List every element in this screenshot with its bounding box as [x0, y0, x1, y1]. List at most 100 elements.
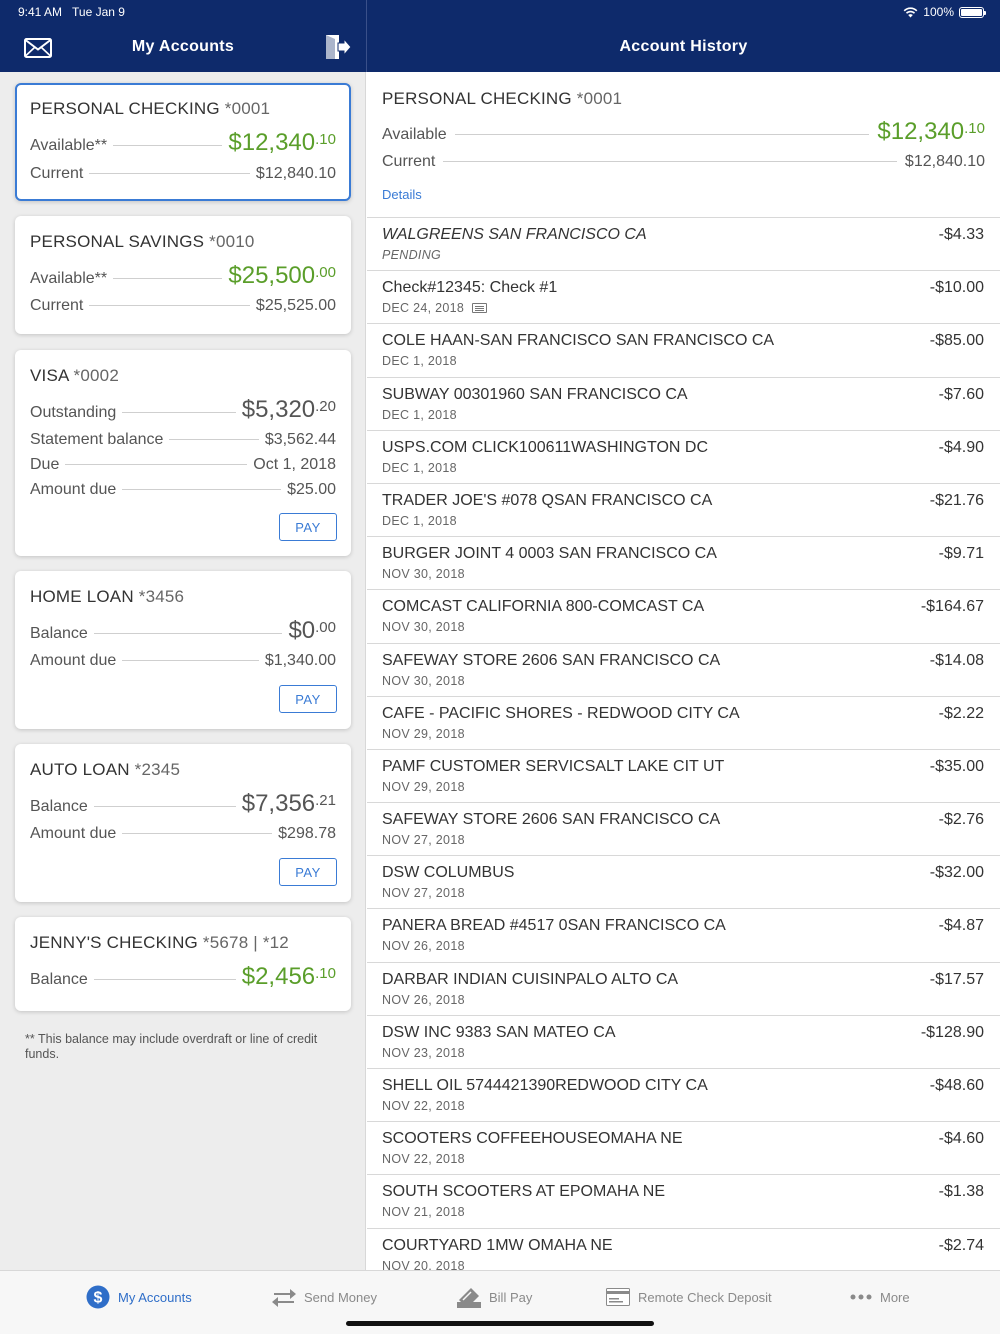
- transaction-amount: -$17.57: [929, 970, 984, 988]
- transaction-row[interactable]: SAFEWAY STORE 2606 SAN FRANCISCO CA NOV 2…: [367, 803, 1000, 857]
- transaction-row[interactable]: COMCAST CALIFORNIA 800-COMCAST CA NOV 30,…: [367, 590, 1000, 644]
- balance: $2,456.10: [241, 963, 336, 990]
- top-bar: 9:41 AM Tue Jan 9 100% My Accounts Accou…: [0, 0, 1000, 72]
- transaction-description: WALGREENS SAN FRANCISCO CA: [382, 226, 647, 243]
- history-current-balance: $12,840.10: [904, 153, 985, 170]
- amount-due-row: Amount due $25.00: [30, 481, 336, 498]
- transaction-description: DSW INC 9383 SAN MATEO CA: [382, 1023, 616, 1041]
- transaction-list: WALGREENS SAN FRANCISCO CA PENDING -$4.33 C…: [367, 217, 1000, 1270]
- transaction-row[interactable]: DSW INC 9383 SAN MATEO CA NOV 23, 2018 -$1…: [367, 1016, 1000, 1069]
- logout-icon[interactable]: [324, 34, 352, 60]
- tab-remote-check-deposit[interactable]: Remote Check Deposit: [606, 1284, 772, 1310]
- account-card-home-loan[interactable]: HOME LOAN *3456 Balance $0.00 Amount due…: [15, 571, 351, 729]
- details-link[interactable]: Details: [382, 187, 422, 202]
- svg-text:$: $: [94, 1290, 103, 1307]
- accounts-list: PERSONAL CHECKING *0001 Available** $12,…: [0, 72, 366, 1270]
- transaction-row[interactable]: BURGER JOINT 4 0003 SAN FRANCISCO CA NOV …: [367, 537, 1000, 591]
- account-history-title: Account History: [619, 38, 748, 55]
- tab-bill-pay[interactable]: Bill Pay: [457, 1284, 532, 1310]
- pay-button-visa[interactable]: PAY: [279, 513, 337, 541]
- transaction-row[interactable]: COURTYARD 1MW OMAHA NE NOV 20, 2018 -$2.74: [367, 1229, 1000, 1270]
- tab-my-accounts[interactable]: $ My Accounts: [86, 1284, 192, 1310]
- transaction-row[interactable]: SUBWAY 00301960 SAN FRANCISCO CA DEC 1, 2…: [367, 378, 1000, 431]
- transaction-date: NOV 30, 2018: [382, 673, 465, 688]
- balance: $7,356.21: [241, 790, 336, 817]
- transaction-amount: -$14.08: [929, 651, 984, 669]
- envelope-icon[interactable]: [24, 38, 52, 58]
- my-accounts-title: My Accounts: [131, 38, 235, 55]
- account-card-auto-loan[interactable]: AUTO LOAN *2345 Balance $7,356.21 Amount…: [15, 744, 351, 902]
- transaction-row[interactable]: PANERA BREAD #4517 0SAN FRANCISCO CA NOV …: [367, 909, 1000, 963]
- history-account-title: PERSONAL CHECKING *0001: [382, 89, 623, 108]
- current-row: Current $12,840.10: [30, 165, 336, 182]
- transaction-row[interactable]: SAFEWAY STORE 2606 SAN FRANCISCO CA NOV 3…: [367, 644, 1000, 697]
- transaction-description: SCOOTERS COFFEEHOUSEOMAHA NE: [382, 1130, 683, 1148]
- available-balance: $25,500.00: [228, 262, 336, 289]
- transaction-date: NOV 30, 2018: [382, 567, 465, 582]
- battery-level: [961, 8, 982, 16]
- transaction-date: DEC 1, 2018: [382, 460, 457, 475]
- current-balance: $25,525.00: [255, 297, 336, 314]
- transaction-date: NOV 22, 2018: [382, 1152, 465, 1167]
- transaction-row[interactable]: SCOOTERS COFFEEHOUSEOMAHA NE NOV 22, 2018…: [367, 1122, 1000, 1176]
- battery-percent: 100%: [923, 5, 954, 19]
- account-title: VISA *0002: [30, 366, 119, 385]
- transaction-row[interactable]: COLE HAAN-SAN FRANCISCO SAN FRANCISCO CA…: [367, 324, 1000, 378]
- account-title: PERSONAL CHECKING *0001: [30, 99, 271, 118]
- transaction-row[interactable]: PAMF CUSTOMER SERVICSALT LAKE CIT UT NOV …: [367, 750, 1000, 804]
- transaction-row[interactable]: SOUTH SCOOTERS AT EPOMAHA NE NOV 21, 2018…: [367, 1175, 1000, 1229]
- transaction-description: COLE HAAN-SAN FRANCISCO SAN FRANCISCO CA: [382, 332, 775, 350]
- tab-send-money[interactable]: Send Money: [272, 1284, 377, 1310]
- due-row: Due Oct 1, 2018: [30, 456, 336, 473]
- transaction-row[interactable]: WALGREENS SAN FRANCISCO CA PENDING -$4.33: [367, 218, 1000, 272]
- transaction-row[interactable]: USPS.COM CLICK100611WASHINGTON DC DEC 1, …: [367, 431, 1000, 484]
- balance-row: Balance $0.00: [30, 617, 336, 644]
- more-dots-icon: [850, 1294, 872, 1300]
- transaction-row[interactable]: Check#12345: Check #1 DEC 24, 2018 -$10.00: [367, 271, 1000, 325]
- transaction-row[interactable]: CAFE - PACIFIC SHORES - REDWOOD CITY CA N…: [367, 697, 1000, 750]
- pay-button-home-loan[interactable]: PAY: [279, 685, 337, 713]
- transaction-amount: -$4.90: [938, 438, 984, 456]
- available-balance: $12,340.10: [228, 129, 336, 156]
- account-card-jennys-checking[interactable]: JENNY'S CHECKING *5678 | *12 Balance $2,…: [15, 917, 351, 1011]
- account-card-visa[interactable]: VISA *0002 Outstanding $5,320.20 Stateme…: [15, 350, 351, 556]
- transaction-amount: -$10.00: [929, 279, 984, 297]
- transaction-amount: -$2.74: [938, 1236, 984, 1254]
- current-row: Current $25,525.00: [30, 297, 336, 314]
- pay-button-auto-loan[interactable]: PAY: [279, 858, 337, 886]
- transaction-amount: -$2.76: [938, 811, 984, 829]
- transaction-date: DEC 1, 2018: [382, 407, 457, 422]
- balance-footnote: ** This balance may include overdraft or…: [25, 1032, 318, 1061]
- transaction-amount: -$7.60: [938, 385, 984, 403]
- transfer-arrows-icon: [272, 1289, 296, 1307]
- check-deposit-icon: [606, 1288, 630, 1306]
- account-card-personal-savings[interactable]: PERSONAL SAVINGS *0010 Available** $25,5…: [15, 216, 351, 334]
- battery-icon: [959, 6, 986, 18]
- transaction-description: DARBAR INDIAN CUISINPALO ALTO CA: [382, 970, 679, 988]
- transaction-description: SAFEWAY STORE 2606 SAN FRANCISCO CA: [382, 811, 721, 829]
- transaction-date: PENDING: [382, 248, 442, 262]
- available-row: Available** $25,500.00: [30, 262, 336, 289]
- history-current-row: Current $12,840.10: [382, 153, 985, 170]
- transaction-description: TRADER JOE'S #078 QSAN FRANCISCO CA: [382, 491, 713, 509]
- transaction-row[interactable]: TRADER JOE'S #078 QSAN FRANCISCO CA DEC 1…: [367, 484, 1000, 538]
- transaction-row[interactable]: DARBAR INDIAN CUISINPALO ALTO CA NOV 26, …: [367, 963, 1000, 1016]
- transaction-date: NOV 30, 2018: [382, 620, 465, 635]
- transaction-amount: -$4.87: [938, 917, 984, 935]
- transaction-amount: -$48.60: [929, 1077, 984, 1094]
- account-card-personal-checking[interactable]: PERSONAL CHECKING *0001 Available** $12,…: [15, 83, 351, 201]
- transaction-description: COURTYARD 1MW OMAHA NE: [382, 1236, 613, 1254]
- history-available-balance: $12,340.10: [877, 118, 985, 145]
- tab-more[interactable]: More: [850, 1284, 910, 1310]
- transaction-date: NOV 27, 2018: [382, 886, 465, 901]
- balance: $0.00: [288, 617, 336, 644]
- transaction-amount: -$21.76: [929, 491, 984, 509]
- transaction-description: PAMF CUSTOMER SERVICSALT LAKE CIT UT: [382, 757, 725, 775]
- statement-balance-row: Statement balance $3,562.44: [30, 431, 336, 448]
- transaction-description: USPS.COM CLICK100611WASHINGTON DC: [382, 438, 709, 456]
- check-image-icon[interactable]: [472, 303, 488, 314]
- transaction-row[interactable]: SHELL OIL 5744421390REDWOOD CITY CA NOV 2…: [367, 1069, 1000, 1123]
- transaction-row[interactable]: DSW COLUMBUS NOV 27, 2018 -$32.00: [367, 856, 1000, 910]
- transaction-date: NOV 21, 2018: [382, 1205, 465, 1220]
- home-indicator: [346, 1321, 654, 1326]
